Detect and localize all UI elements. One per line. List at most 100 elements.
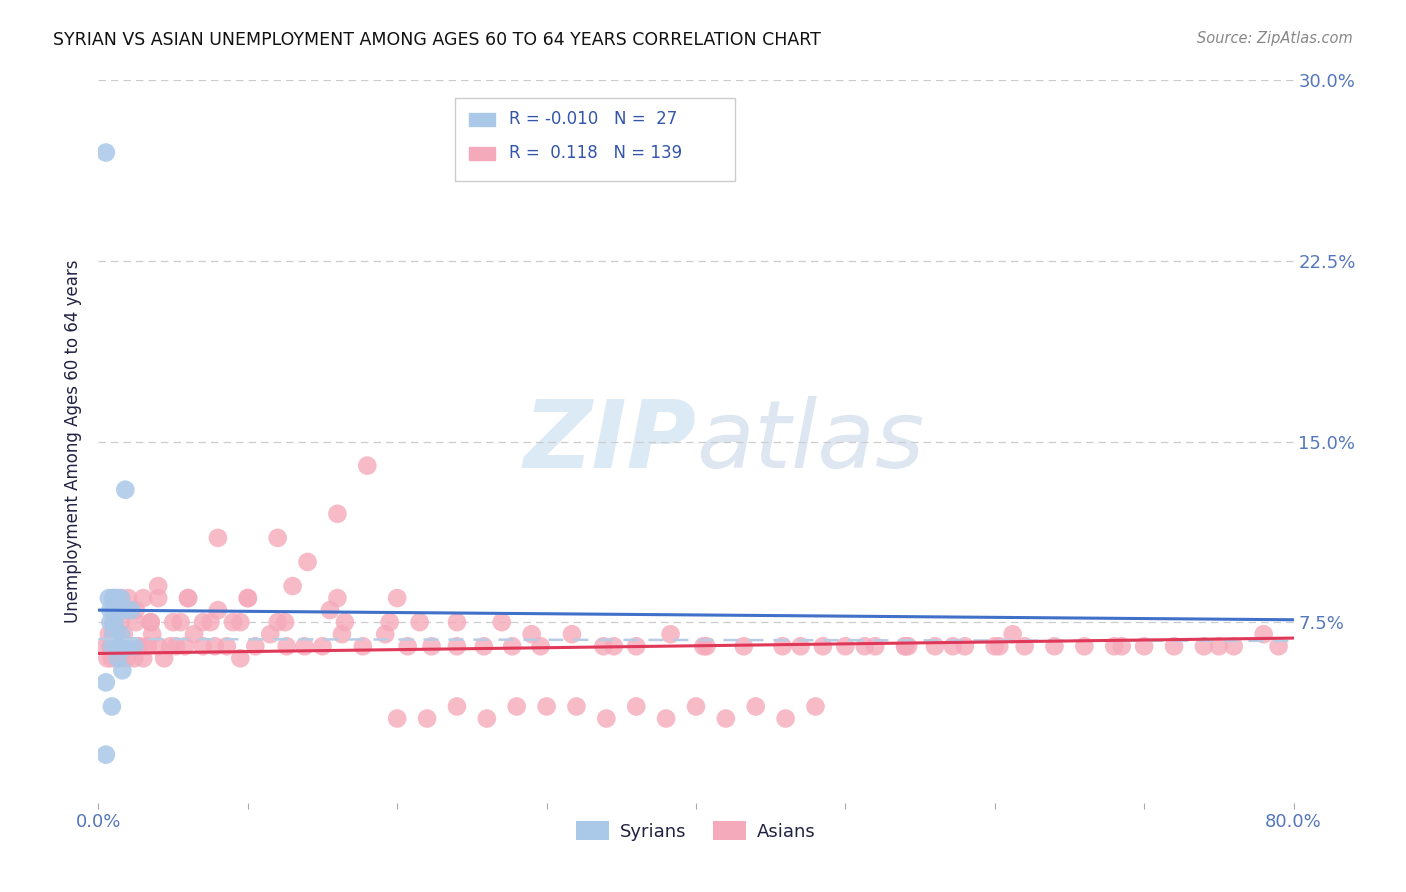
Point xyxy=(692,639,714,653)
Point xyxy=(136,639,159,653)
Point xyxy=(124,639,146,653)
Point xyxy=(169,615,191,630)
Point xyxy=(894,639,917,653)
Point xyxy=(1253,627,1275,641)
Point xyxy=(274,615,297,630)
Point xyxy=(105,627,128,641)
Point xyxy=(565,699,588,714)
Point xyxy=(853,639,876,653)
Point xyxy=(530,639,553,653)
Point xyxy=(536,699,558,714)
Text: atlas: atlas xyxy=(696,396,924,487)
Point xyxy=(117,603,139,617)
Point xyxy=(97,591,120,605)
Point xyxy=(775,712,797,726)
Point xyxy=(103,603,125,617)
Point xyxy=(446,615,468,630)
Point xyxy=(267,615,290,630)
Point xyxy=(1267,639,1289,653)
Point xyxy=(561,627,583,641)
Point xyxy=(1208,639,1230,653)
Point xyxy=(141,627,163,641)
Point xyxy=(267,531,290,545)
Point xyxy=(200,615,222,630)
Point xyxy=(229,615,252,630)
Point xyxy=(108,651,131,665)
Point xyxy=(125,603,148,617)
Point xyxy=(191,639,214,653)
Text: SYRIAN VS ASIAN UNEMPLOYMENT AMONG AGES 60 TO 64 YEARS CORRELATION CHART: SYRIAN VS ASIAN UNEMPLOYMENT AMONG AGES … xyxy=(53,31,821,49)
Point xyxy=(94,747,117,762)
Point xyxy=(378,615,401,630)
Point xyxy=(124,651,146,665)
Point xyxy=(115,639,138,653)
Point xyxy=(695,639,717,653)
Point xyxy=(117,639,139,653)
Point xyxy=(111,639,134,653)
Point xyxy=(491,615,513,630)
Point xyxy=(98,615,122,630)
Point xyxy=(352,639,374,653)
Point xyxy=(98,603,122,617)
Point xyxy=(953,639,976,653)
Point xyxy=(501,639,523,653)
Point xyxy=(236,591,259,605)
Point xyxy=(897,639,920,653)
Point xyxy=(475,712,498,726)
Point xyxy=(385,591,409,605)
Point xyxy=(319,603,342,617)
Point xyxy=(595,712,617,726)
Point xyxy=(222,615,245,630)
Point xyxy=(984,639,1007,653)
Point xyxy=(942,639,965,653)
Point xyxy=(191,615,214,630)
Point xyxy=(103,639,125,653)
FancyBboxPatch shape xyxy=(470,147,495,160)
Point xyxy=(1043,639,1066,653)
Text: R =  0.118   N = 139: R = 0.118 N = 139 xyxy=(509,145,682,162)
Point xyxy=(1073,639,1095,653)
Point xyxy=(103,591,125,605)
Point xyxy=(132,591,155,605)
Point xyxy=(276,639,298,653)
Point xyxy=(330,627,353,641)
Point xyxy=(626,699,648,714)
Point xyxy=(98,639,122,653)
Point xyxy=(103,627,125,641)
Point xyxy=(294,639,316,653)
Point xyxy=(103,627,125,641)
Point xyxy=(120,639,142,653)
Point xyxy=(104,639,127,653)
Point xyxy=(117,591,139,605)
Point xyxy=(148,579,170,593)
Point xyxy=(111,664,134,678)
Point xyxy=(105,603,128,617)
Point xyxy=(1223,639,1246,653)
Point xyxy=(183,627,205,641)
Point xyxy=(162,615,184,630)
Point xyxy=(326,507,349,521)
Point xyxy=(139,615,162,630)
Point xyxy=(110,591,132,605)
Point xyxy=(129,639,152,653)
Point xyxy=(236,591,259,605)
Point xyxy=(245,639,267,653)
Point xyxy=(789,639,811,653)
Point xyxy=(333,615,356,630)
Point xyxy=(110,639,132,653)
Point xyxy=(117,639,139,653)
Point xyxy=(396,639,419,653)
Point xyxy=(107,651,129,665)
Point xyxy=(107,639,129,653)
Point xyxy=(110,627,132,641)
Point xyxy=(745,699,768,714)
Point xyxy=(105,591,128,605)
Point xyxy=(311,639,333,653)
Point xyxy=(420,639,443,653)
Point xyxy=(1133,639,1156,653)
Point xyxy=(108,603,131,617)
Point xyxy=(153,651,176,665)
Point xyxy=(772,639,794,653)
Point xyxy=(127,639,149,653)
Point xyxy=(114,639,136,653)
